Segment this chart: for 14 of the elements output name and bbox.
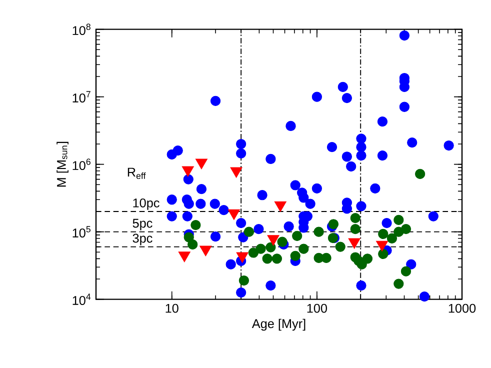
y-tick-label: 10$^{8}$ [72,24,90,36]
annotation: R$_{eff}$ [128,168,146,179]
y-tick-label: 10$^{6}$ [72,158,90,170]
x-tick-label: 100 [307,304,327,313]
y-tick-label: 10$^{5}$ [72,226,90,238]
x-tick-label: 10 [166,304,178,313]
x-axis-title: Age [Myr] [252,318,306,331]
y-tick-label: 10$^{7}$ [72,91,90,102]
ref-line-label: 3pc [132,234,152,246]
y-tick-label: 10$^{4}$ [72,294,91,305]
x-tick-label: 1000 [448,304,476,313]
ref-line-label: 5pc [132,218,152,230]
y-axis-title: M [M$_{sun}$] [56,142,68,187]
ref-line-label: 10pc [133,198,160,210]
